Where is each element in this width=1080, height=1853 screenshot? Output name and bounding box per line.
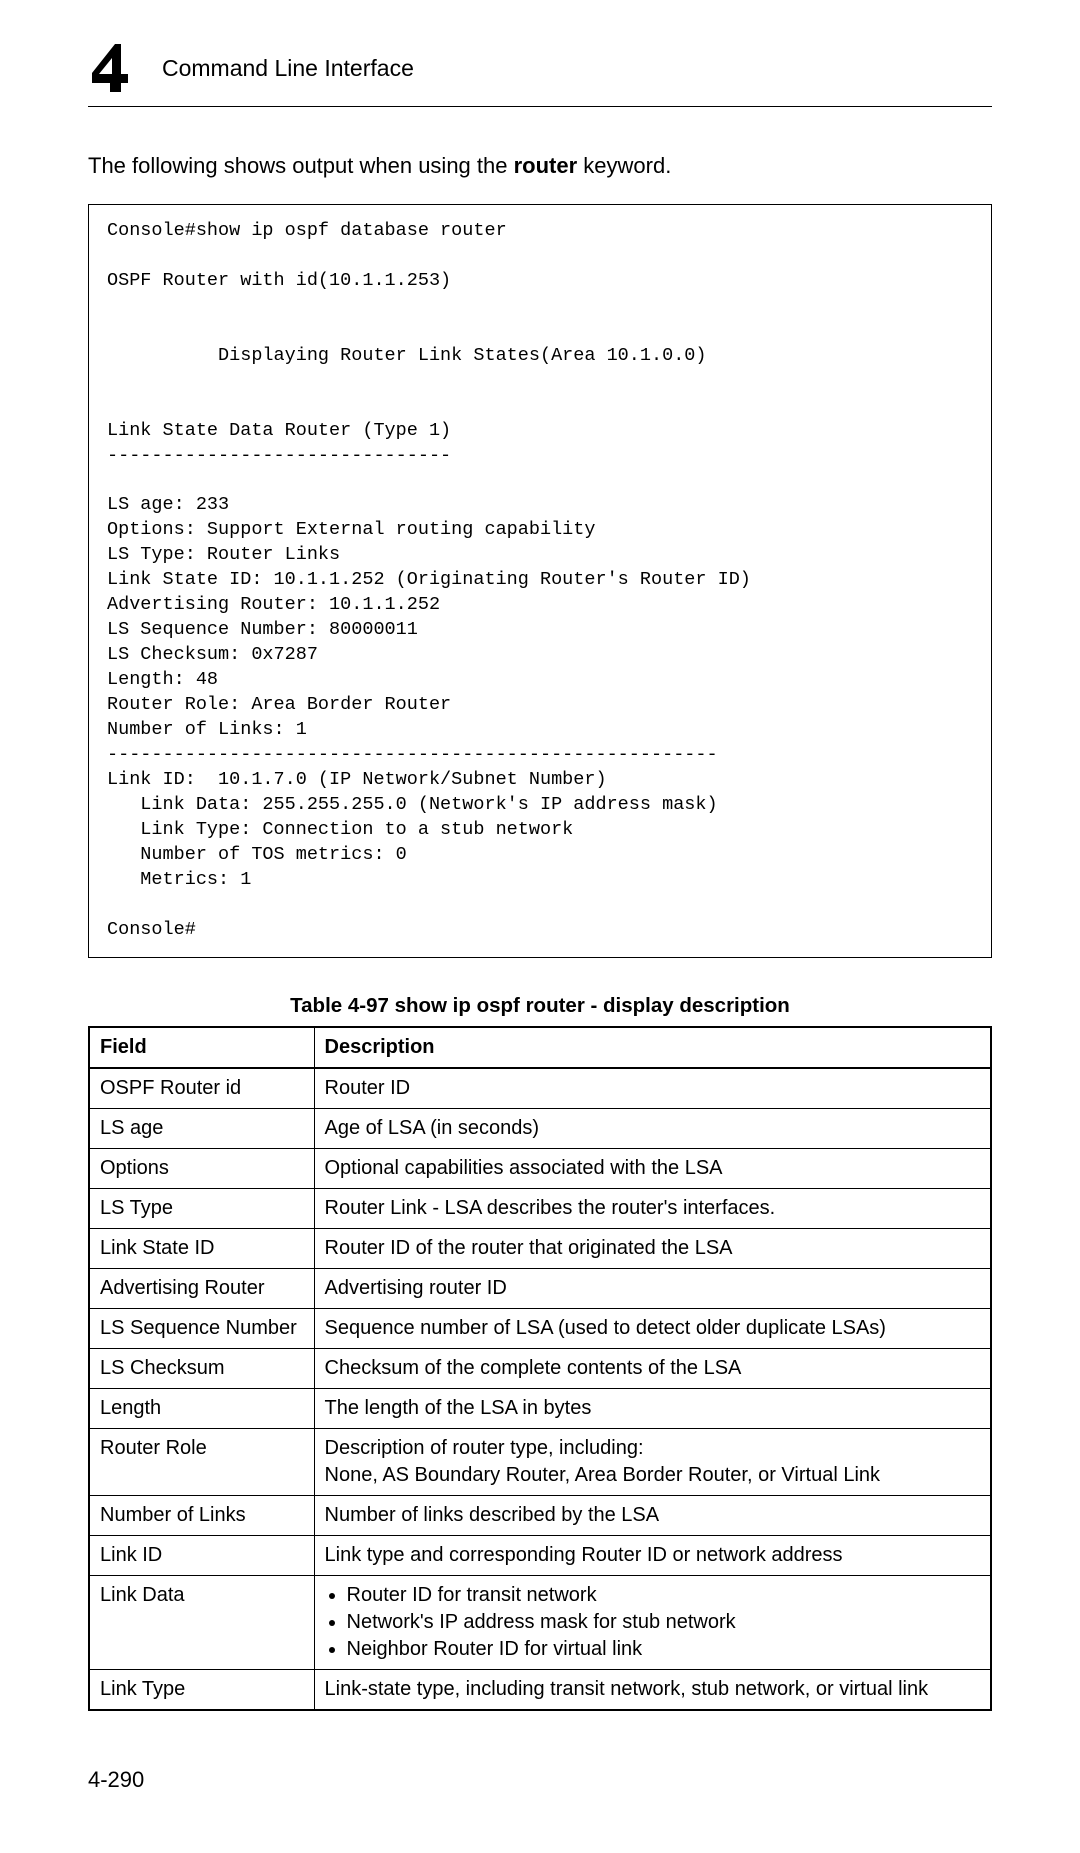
table-cell-field: LS Checksum	[89, 1348, 314, 1388]
table-row: Link TypeLink-state type, including tran…	[89, 1669, 991, 1710]
header-divider	[88, 106, 992, 107]
table-row: Number of LinksNumber of links described…	[89, 1495, 991, 1535]
intro-keyword: router	[514, 153, 578, 178]
table-cell-field: Link State ID	[89, 1228, 314, 1268]
table-row: Link IDLink type and corresponding Route…	[89, 1535, 991, 1575]
table-caption: Table 4-97 show ip ospf router - display…	[88, 994, 992, 1018]
bullet-list: Router ID for transit networkNetwork's I…	[325, 1582, 981, 1663]
table-cell-field: LS age	[89, 1108, 314, 1148]
table-cell-description: Description of router type, including:No…	[314, 1428, 991, 1495]
table-row: OSPF Router idRouter ID	[89, 1068, 991, 1109]
bullet-item: Router ID for transit network	[347, 1582, 981, 1609]
table-body: OSPF Router idRouter IDLS ageAge of LSA …	[89, 1068, 991, 1710]
table-cell-description: Link type and corresponding Router ID or…	[314, 1535, 991, 1575]
table-cell-description: Router ID of the router that originated …	[314, 1228, 991, 1268]
table-col-description: Description	[314, 1027, 991, 1068]
table-cell-field: Link Data	[89, 1575, 314, 1669]
chapter-number-icon	[88, 40, 144, 96]
table-cell-field: Router Role	[89, 1428, 314, 1495]
table-row: LengthThe length of the LSA in bytes	[89, 1388, 991, 1428]
table-row: Advertising RouterAdvertising router ID	[89, 1268, 991, 1308]
table-cell-description: Advertising router ID	[314, 1268, 991, 1308]
table-col-field: Field	[89, 1027, 314, 1068]
page-number: 4-290	[88, 1767, 992, 1793]
table-row: OptionsOptional capabilities associated …	[89, 1148, 991, 1188]
table-row: Link DataRouter ID for transit networkNe…	[89, 1575, 991, 1669]
table-cell-field: LS Type	[89, 1188, 314, 1228]
table-cell-description: Sequence number of LSA (used to detect o…	[314, 1308, 991, 1348]
table-cell-description: Router ID for transit networkNetwork's I…	[314, 1575, 991, 1669]
table-row: LS ageAge of LSA (in seconds)	[89, 1108, 991, 1148]
table-cell-field: LS Sequence Number	[89, 1308, 314, 1348]
table-cell-description: Age of LSA (in seconds)	[314, 1108, 991, 1148]
table-cell-field: Number of Links	[89, 1495, 314, 1535]
table-cell-description: Router ID	[314, 1068, 991, 1109]
bullet-item: Neighbor Router ID for virtual link	[347, 1636, 981, 1663]
intro-suffix: keyword.	[577, 153, 671, 178]
intro-prefix: The following shows output when using th…	[88, 153, 514, 178]
table-cell-description: Checksum of the complete contents of the…	[314, 1348, 991, 1388]
table-row: LS ChecksumChecksum of the complete cont…	[89, 1348, 991, 1388]
intro-paragraph: The following shows output when using th…	[88, 151, 992, 182]
table-cell-field: OSPF Router id	[89, 1068, 314, 1109]
table-cell-field: Link ID	[89, 1535, 314, 1575]
table-row: LS Sequence NumberSequence number of LSA…	[89, 1308, 991, 1348]
table-cell-field: Advertising Router	[89, 1268, 314, 1308]
table-cell-field: Options	[89, 1148, 314, 1188]
table-row: LS TypeRouter Link - LSA describes the r…	[89, 1188, 991, 1228]
header-title: Command Line Interface	[162, 55, 414, 82]
bullet-item: Network's IP address mask for stub netwo…	[347, 1609, 981, 1636]
table-cell-description: Number of links described by the LSA	[314, 1495, 991, 1535]
console-output: Console#show ip ospf database router OSP…	[88, 204, 992, 958]
table-cell-description: The length of the LSA in bytes	[314, 1388, 991, 1428]
table-row: Router RoleDescription of router type, i…	[89, 1428, 991, 1495]
table-cell-description: Link-state type, including transit netwo…	[314, 1669, 991, 1710]
page-container: Command Line Interface The following sho…	[0, 0, 1080, 1853]
table-cell-field: Link Type	[89, 1669, 314, 1710]
table-cell-description: Router Link - LSA describes the router's…	[314, 1188, 991, 1228]
description-table: Field Description OSPF Router idRouter I…	[88, 1026, 992, 1711]
page-header: Command Line Interface	[88, 40, 992, 96]
table-cell-field: Length	[89, 1388, 314, 1428]
table-row: Link State IDRouter ID of the router tha…	[89, 1228, 991, 1268]
table-header-row: Field Description	[89, 1027, 991, 1068]
table-cell-description: Optional capabilities associated with th…	[314, 1148, 991, 1188]
